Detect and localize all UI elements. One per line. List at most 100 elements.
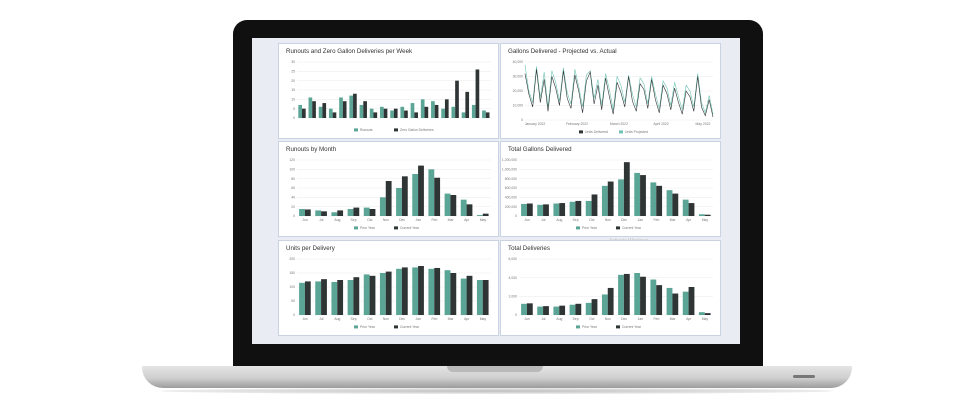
- bar: [298, 104, 303, 118]
- y-tick-label: 200: [289, 257, 295, 261]
- y-tick-label: 0: [515, 313, 517, 317]
- y-tick-label: 20,000: [513, 89, 523, 93]
- bar: [434, 177, 441, 216]
- x-tick-label: Jul: [319, 218, 324, 222]
- bar: [559, 203, 566, 216]
- legend-label: Current Year: [400, 226, 420, 230]
- bar: [428, 268, 435, 315]
- x-tick-label: Jun: [302, 317, 308, 321]
- x-tick-label: Feb: [431, 317, 437, 321]
- bar: [414, 112, 418, 118]
- bar: [420, 99, 425, 118]
- x-tick-label: Sep: [351, 218, 357, 222]
- bar: [444, 193, 451, 216]
- bar: [585, 200, 592, 216]
- y-tick-label: 1,000,000: [502, 168, 517, 172]
- bar: [337, 280, 344, 315]
- x-tick-label: Apr: [686, 317, 692, 321]
- x-tick-label: Nov: [383, 218, 389, 222]
- bar: [575, 200, 582, 216]
- y-tick-label: 40: [291, 196, 295, 200]
- y-tick-label: 40,000: [513, 60, 523, 64]
- bar: [342, 101, 347, 118]
- bar: [418, 266, 424, 315]
- bar: [428, 169, 435, 216]
- bar: [482, 110, 486, 118]
- legend-label: Current Year: [622, 325, 642, 329]
- bar: [461, 112, 466, 118]
- series-line: [524, 69, 714, 118]
- bar: [431, 101, 435, 118]
- bar: [569, 201, 576, 216]
- bar: [451, 106, 456, 118]
- x-tick-label: January 2022: [525, 122, 546, 126]
- bar: [383, 108, 388, 118]
- bar: [400, 106, 405, 118]
- bar: [466, 204, 473, 216]
- legend-label: Current Year: [400, 325, 420, 329]
- bar: [688, 203, 695, 216]
- bar: [698, 312, 705, 315]
- bar: [543, 204, 549, 216]
- laptop-shadow: [160, 388, 834, 394]
- bar: [476, 215, 483, 216]
- y-tick-label: 80: [291, 177, 295, 181]
- bar: [575, 303, 582, 315]
- bar: [553, 203, 560, 216]
- bar: [328, 108, 333, 118]
- x-tick-label: Jun: [524, 317, 530, 321]
- x-tick-label: March 2022: [610, 122, 628, 126]
- x-tick-label: Nov: [383, 317, 389, 321]
- legend-label: Zero Gallon Deliveries: [400, 128, 434, 132]
- bar: [393, 108, 398, 118]
- bar: [466, 275, 473, 315]
- bar: [363, 101, 367, 118]
- bar: [299, 209, 305, 216]
- bar: [347, 280, 354, 315]
- bar: [672, 193, 679, 216]
- bar: [698, 214, 705, 216]
- bar: [475, 69, 480, 118]
- bar: [412, 267, 419, 315]
- bar: [482, 280, 489, 315]
- chart-runouts-week: 0 5 10 15 20 25 30 Runouts Zero Gallon Deliverie…: [291, 60, 491, 132]
- legend-swatch: [394, 226, 398, 230]
- bar: [369, 209, 376, 216]
- bar: [404, 110, 408, 118]
- bar: [441, 108, 445, 118]
- bar: [704, 214, 711, 216]
- bar: [526, 303, 533, 315]
- x-tick-label: May 2022: [696, 122, 711, 126]
- bar: [537, 204, 544, 216]
- y-tick-label: 15: [291, 88, 295, 92]
- x-tick-label: Aug: [556, 218, 562, 222]
- bar: [553, 306, 560, 315]
- panel-title: Runouts and Zero Gallon Deliveries per W…: [286, 48, 413, 55]
- y-tick-label: 10: [291, 98, 295, 102]
- y-tick-label: 50: [291, 299, 295, 303]
- bar: [321, 279, 327, 315]
- x-tick-label: Dec: [621, 317, 627, 321]
- bar: [401, 176, 408, 216]
- bar: [569, 304, 576, 315]
- y-tick-label: 1,200,000: [502, 158, 517, 162]
- y-tick-label: 25: [291, 70, 295, 74]
- laptop-base: [142, 366, 852, 388]
- x-tick-label: Aug: [334, 317, 340, 321]
- legend-swatch: [354, 226, 358, 230]
- bar: [308, 97, 313, 118]
- x-tick-label: May: [702, 317, 709, 321]
- x-tick-label: May: [480, 218, 487, 222]
- bar: [304, 209, 311, 216]
- panel-runouts-week: Runouts and Zero Gallon Deliveries per W…: [278, 43, 499, 139]
- bar: [537, 306, 544, 315]
- bar: [640, 175, 646, 216]
- x-tick-label: April 2022: [653, 122, 668, 126]
- y-tick-label: 5: [293, 107, 295, 111]
- bar: [476, 280, 483, 315]
- bar: [634, 172, 641, 216]
- bar: [543, 306, 549, 315]
- dashboard-screen: Runouts and Zero Gallon Deliveries per W…: [252, 38, 740, 344]
- bar: [359, 104, 364, 118]
- x-tick-label: Jan: [638, 218, 644, 222]
